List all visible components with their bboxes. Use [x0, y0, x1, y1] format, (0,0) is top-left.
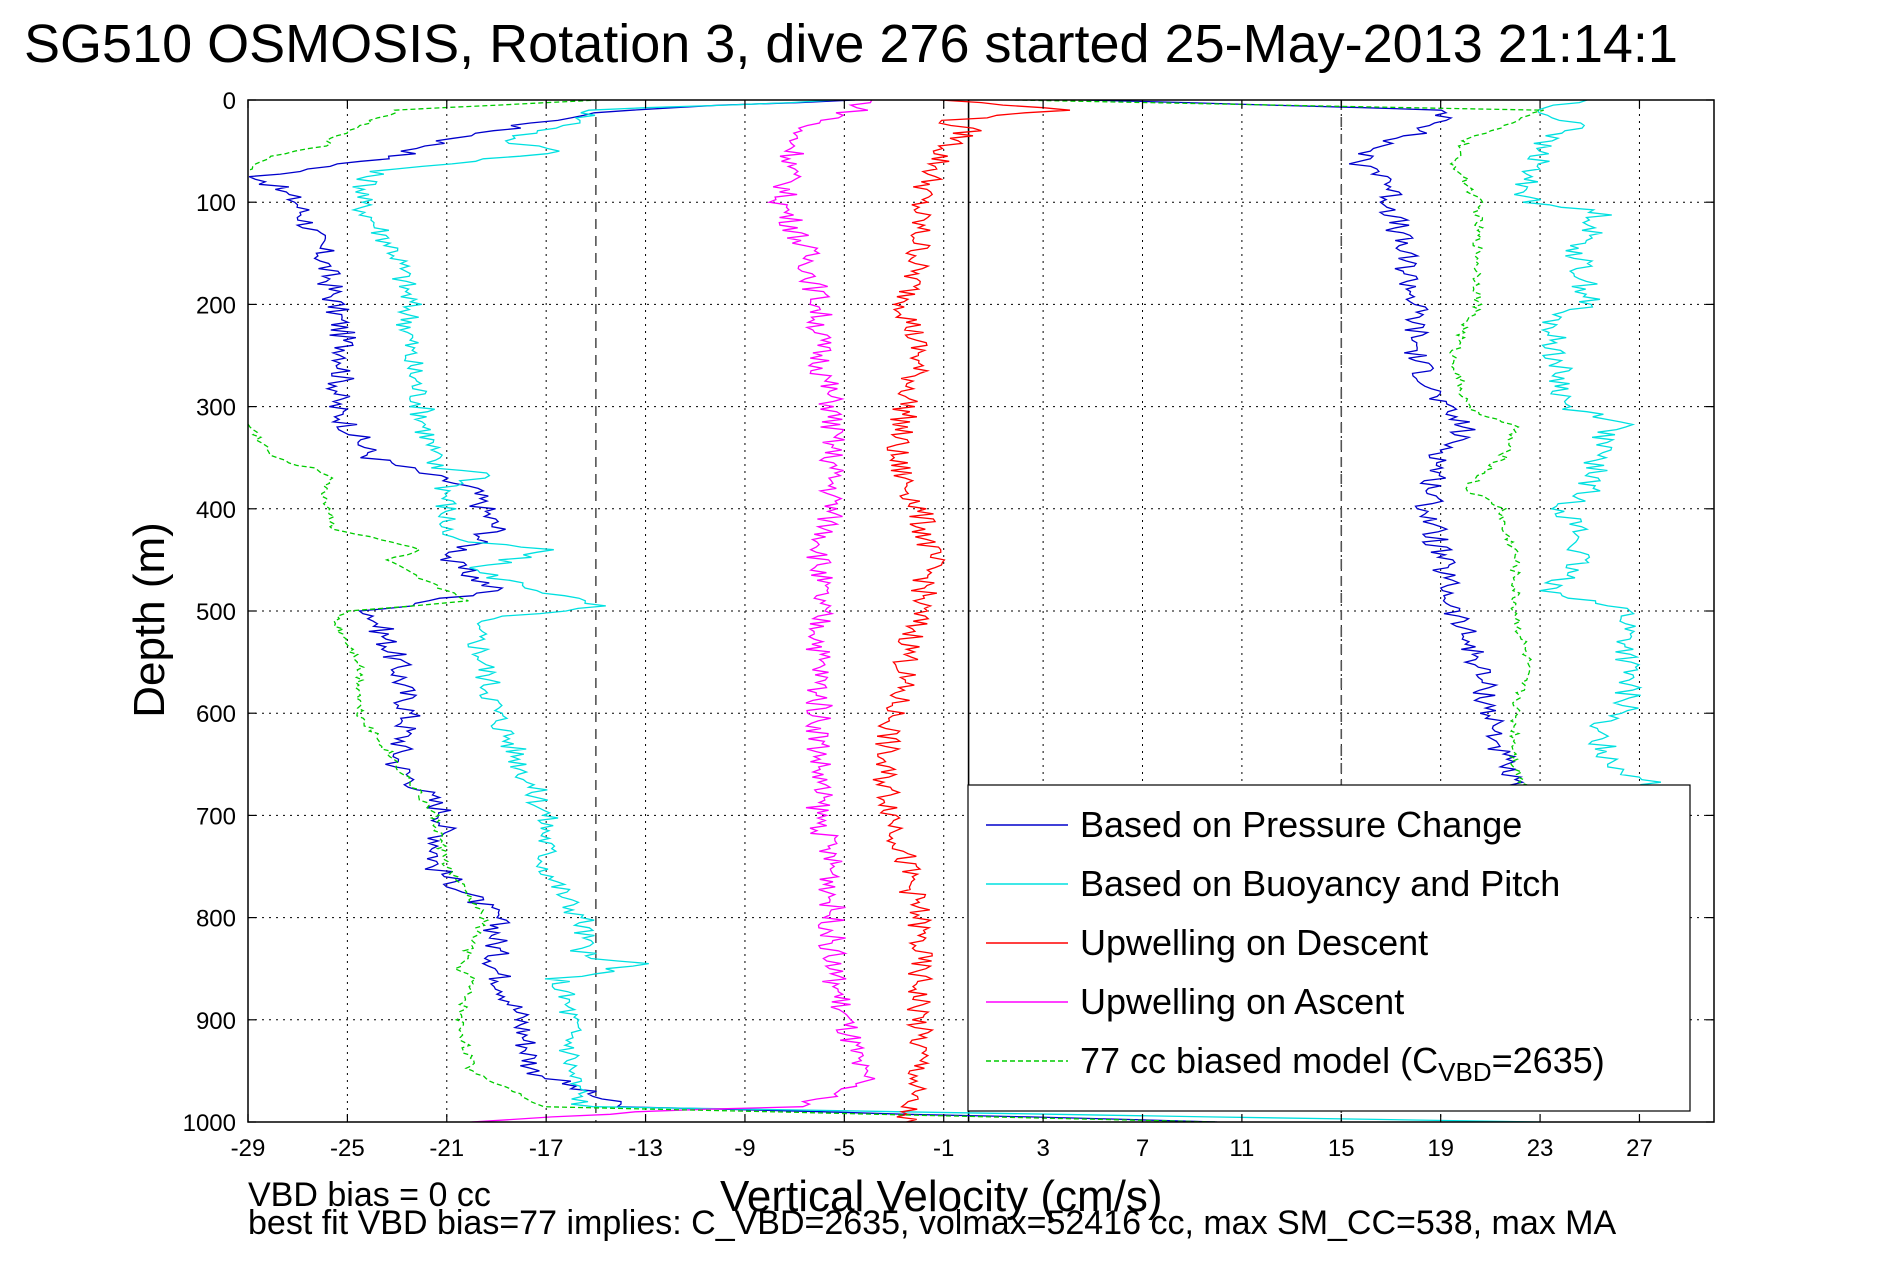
footer-line-2: best fit VBD bias=77 implies: C_VBD=2635… — [248, 1204, 1617, 1242]
x-tick-label: 19 — [1427, 1135, 1454, 1162]
series-line-1 — [248, 100, 1218, 1122]
series-line-5 — [248, 100, 1218, 1122]
legend: Based on Pressure Change Based on Buoyanc… — [967, 784, 1691, 1112]
y-tick-label: 600 — [196, 701, 236, 728]
x-tick-label: 11 — [1229, 1135, 1254, 1162]
series-line-3 — [872, 100, 1071, 1122]
x-tick-label: 3 — [1036, 1135, 1049, 1162]
y-tick-label: 0 — [223, 88, 236, 115]
y-tick-label: 100 — [196, 190, 236, 217]
axis-ticks: -29 -25 -21 -17 -13 -9 -5 -1 3 7 11 15 19 23 270100200… — [183, 88, 1714, 1162]
footer-line-1: VBD bias = 0 cc — [248, 1176, 491, 1214]
x-tick-label: -1 — [933, 1135, 954, 1162]
y-tick-label: 200 — [196, 292, 236, 319]
series-line-2 — [1514, 100, 1665, 796]
x-tick-label: 23 — [1527, 1135, 1554, 1162]
y-tick-label: 700 — [196, 803, 236, 830]
legend-label: Based on Buoyancy and Pitch — [1080, 863, 1560, 904]
series-line-2 — [350, 100, 1541, 1122]
legend-label: 77 cc biased model (CVBD=2635) — [1080, 1040, 1605, 1087]
x-tick-label: -9 — [734, 1135, 755, 1162]
series-line-4 — [471, 100, 876, 1122]
x-tick-label: -13 — [628, 1135, 663, 1162]
y-tick-label: 800 — [196, 906, 236, 933]
x-tick-label: -17 — [529, 1135, 564, 1162]
legend-label: Based on Pressure Change — [1080, 804, 1522, 845]
chart-title: SG510 OSMOSIS, Rotation 3, dive 276 star… — [24, 14, 1678, 74]
series-lines — [248, 100, 1665, 1122]
x-tick-label: -25 — [330, 1135, 365, 1162]
x-tick-label: -21 — [429, 1135, 464, 1162]
y-tick-label: 500 — [196, 599, 236, 626]
legend-box — [967, 784, 1691, 1112]
x-tick-label: -5 — [834, 1135, 855, 1162]
x-tick-label: 27 — [1626, 1135, 1653, 1162]
x-tick-label: 7 — [1136, 1135, 1149, 1162]
legend-label: Upwelling on Ascent — [1080, 981, 1404, 1022]
y-axis-label: Depth (m) — [125, 522, 174, 718]
y-tick-label: 900 — [196, 1008, 236, 1035]
series-line-1 — [1083, 100, 1528, 796]
y-tick-label: 400 — [196, 497, 236, 524]
x-axis-label: Vertical Velocity (cm/s) — [720, 1172, 1163, 1221]
legend-label: Upwelling on Descent — [1080, 922, 1428, 963]
y-tick-label: 1000 — [183, 1110, 236, 1137]
x-tick-label: -29 — [231, 1135, 266, 1162]
y-tick-label: 300 — [196, 395, 236, 422]
series-line-5 — [1014, 100, 1544, 796]
x-tick-label: 15 — [1328, 1135, 1355, 1162]
